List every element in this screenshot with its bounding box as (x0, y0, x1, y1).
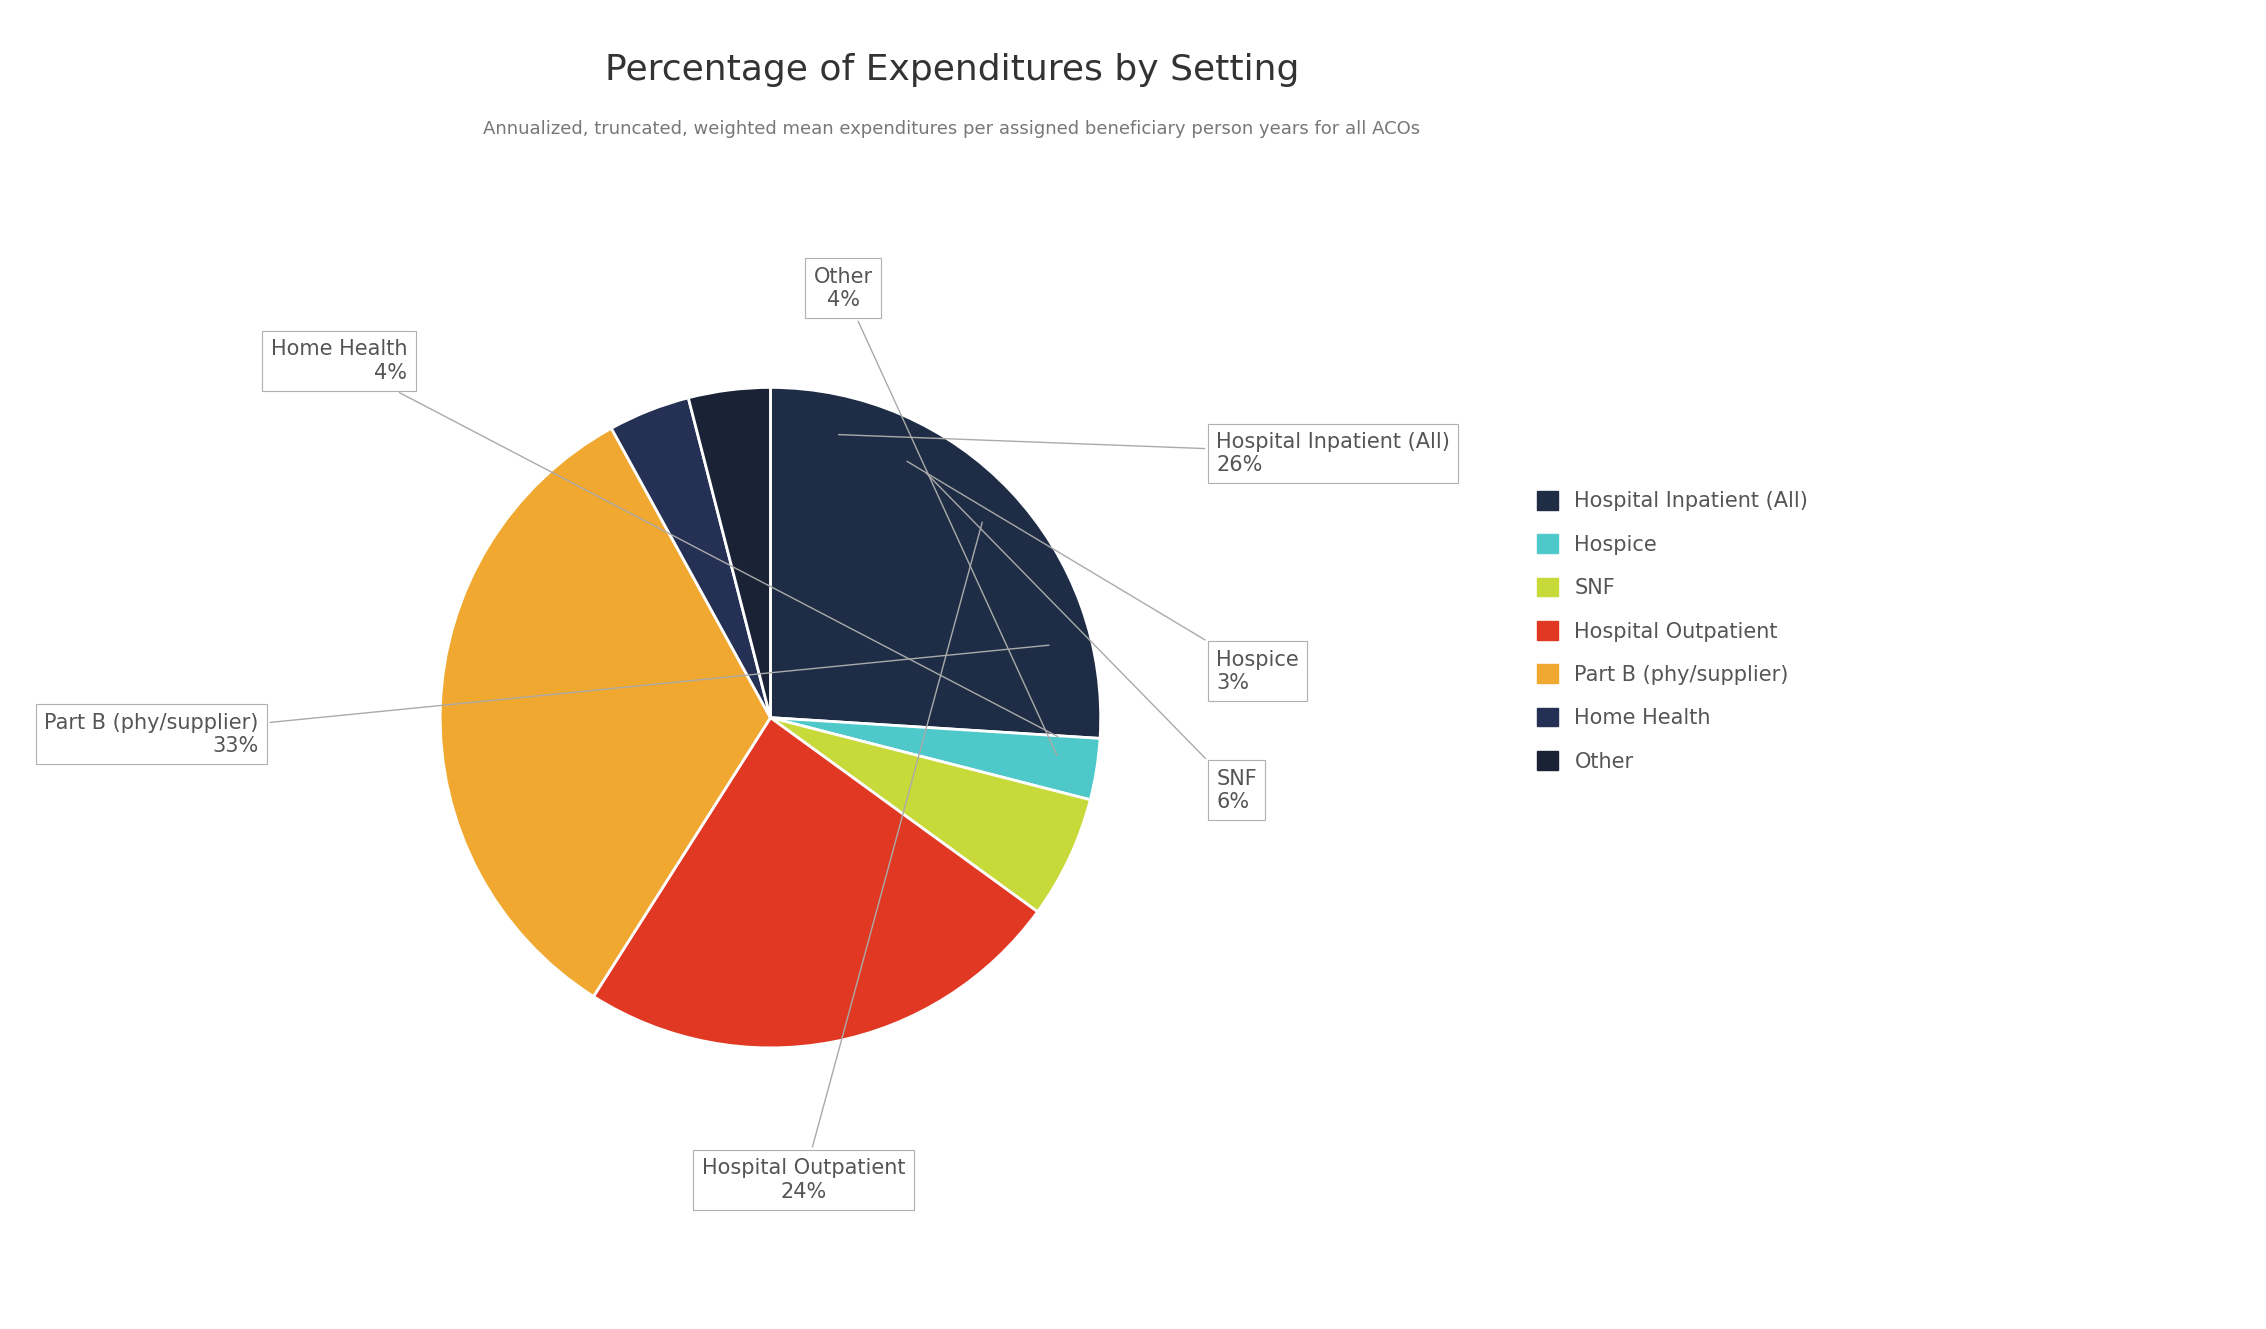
Wedge shape (689, 388, 770, 718)
Text: SNF
6%: SNF 6% (927, 473, 1258, 812)
Text: Home Health
4%: Home Health 4% (270, 339, 1058, 736)
Wedge shape (612, 397, 770, 718)
Wedge shape (770, 388, 1101, 739)
Wedge shape (770, 718, 1090, 912)
Wedge shape (770, 718, 1099, 800)
Text: Other
4%: Other 4% (813, 267, 1056, 756)
Wedge shape (440, 428, 770, 997)
Text: Annualized, truncated, weighted mean expenditures per assigned beneficiary perso: Annualized, truncated, weighted mean exp… (483, 120, 1421, 138)
Text: Percentage of Expenditures by Setting: Percentage of Expenditures by Setting (605, 53, 1298, 88)
Legend: Hospital Inpatient (All), Hospice, SNF, Hospital Outpatient, Part B (phy/supplie: Hospital Inpatient (All), Hospice, SNF, … (1530, 482, 1817, 780)
Text: Part B (phy/supplier)
33%: Part B (phy/supplier) 33% (45, 645, 1049, 756)
Text: Hospital Outpatient
24%: Hospital Outpatient 24% (702, 522, 981, 1201)
Text: Hospice
3%: Hospice 3% (906, 461, 1298, 692)
Wedge shape (594, 718, 1038, 1047)
Text: Hospital Inpatient (All)
26%: Hospital Inpatient (All) 26% (838, 432, 1450, 474)
